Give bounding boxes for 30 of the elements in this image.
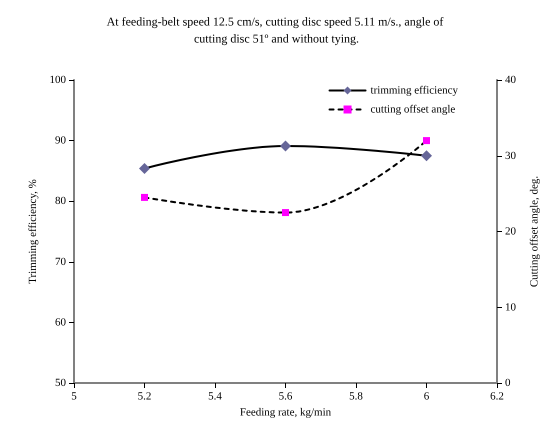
x-tick-label: 5.4 xyxy=(208,390,222,402)
y-tick-label: 60 xyxy=(55,316,66,328)
y-tick-label: 100 xyxy=(50,74,66,86)
y2-tick-label: 20 xyxy=(505,226,516,238)
x-tick-label: 6.2 xyxy=(490,390,504,402)
chart-title: At feeding-belt speed 12.5 cm/s, cutting disc speed 5.11 m/s., angle of cutting disc 51º and without tying. xyxy=(106,14,446,46)
x-tick-label: 5.8 xyxy=(349,390,364,402)
x-tick-label: 5 xyxy=(71,390,78,402)
point xyxy=(139,162,150,174)
point xyxy=(421,150,432,162)
y2-tick-label: 10 xyxy=(505,301,516,314)
y2-tick-label: 0 xyxy=(505,377,511,389)
x-tick-label: 5.6 xyxy=(278,390,293,402)
y-tick-label: 80 xyxy=(55,195,66,208)
point xyxy=(282,209,289,216)
point xyxy=(423,137,430,144)
point xyxy=(141,194,148,201)
y-tick-label: 50 xyxy=(55,377,66,389)
y-tick-label: 70 xyxy=(55,256,66,268)
point xyxy=(280,140,291,152)
x-tick-label: 5.2 xyxy=(138,390,152,402)
x-axis-title: Feeding rate, kg/min xyxy=(240,406,332,418)
x-tick-label: 6 xyxy=(424,390,430,402)
y-axis-title: Trimming efficiency, % xyxy=(27,179,40,284)
y-tick-label: 90 xyxy=(55,134,66,147)
y2-tick-label: 30 xyxy=(505,150,516,162)
y2-axis-title: Cutting offset angle, deg. xyxy=(528,176,540,288)
legend-label: trimming efficiency xyxy=(370,84,458,96)
y2-tick-label: 40 xyxy=(505,74,516,86)
legend-label: cutting offset angle xyxy=(370,104,456,116)
